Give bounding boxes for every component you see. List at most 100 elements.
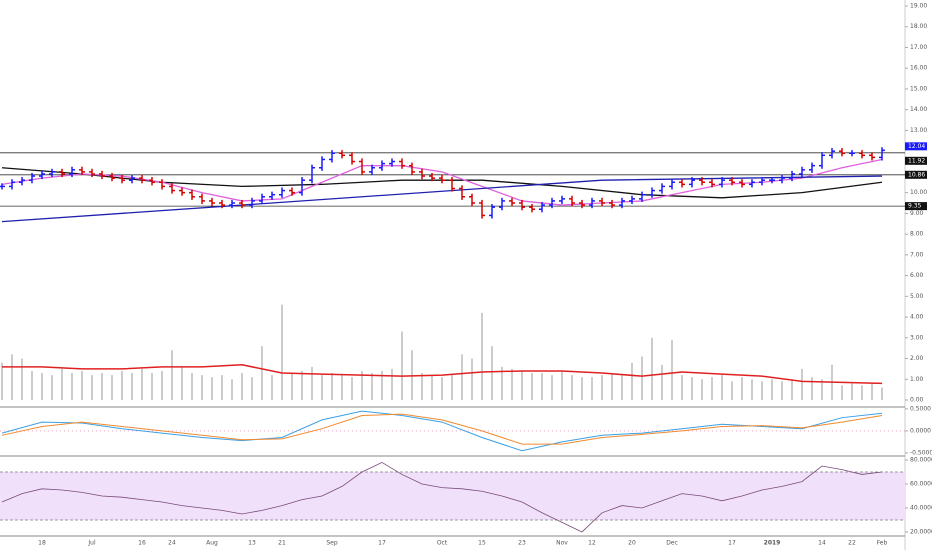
volume-bar bbox=[111, 375, 113, 400]
level-tag bbox=[905, 170, 927, 179]
volume-bar bbox=[181, 366, 183, 400]
volume-bar bbox=[691, 377, 693, 400]
x-tick-label: 17 bbox=[378, 540, 386, 547]
rsi-band bbox=[0, 472, 905, 520]
volume-bar bbox=[411, 350, 413, 400]
y-tick-label: 0.00 bbox=[910, 397, 924, 404]
volume-bar bbox=[281, 304, 283, 400]
volume-bar bbox=[71, 373, 73, 400]
volume-bar bbox=[451, 375, 453, 400]
x-tick-label: Jul bbox=[87, 540, 96, 547]
volume-bar bbox=[461, 354, 463, 400]
level-tag bbox=[905, 202, 927, 211]
volume-bar bbox=[711, 377, 713, 400]
volume-bar bbox=[541, 373, 543, 400]
rsi-line bbox=[1, 461, 883, 533]
x-tick-label: 21 bbox=[278, 540, 286, 547]
y-tick-label: 14.00 bbox=[910, 106, 927, 113]
volume-bar bbox=[501, 366, 503, 400]
level-label: 9.35 bbox=[908, 203, 922, 210]
volume-bar bbox=[321, 375, 323, 400]
volume-bar bbox=[211, 377, 213, 400]
last-price-tag bbox=[905, 142, 927, 151]
volume-bar bbox=[641, 356, 643, 400]
volume-bar bbox=[221, 375, 223, 400]
y-tick-label: -0.5000 bbox=[910, 449, 932, 456]
volume-bar bbox=[391, 368, 393, 400]
volume-bar bbox=[271, 375, 273, 400]
volume-bar bbox=[871, 383, 873, 400]
volume-bar bbox=[491, 346, 493, 400]
volume-bar bbox=[251, 377, 253, 400]
y-tick-label: 5.00 bbox=[910, 293, 924, 300]
level-tag bbox=[905, 156, 927, 165]
y-tick-label: 13.00 bbox=[910, 127, 927, 134]
volume-bar bbox=[51, 375, 53, 400]
volume-bar bbox=[11, 354, 13, 400]
volume-bar bbox=[361, 370, 363, 400]
volume-bar bbox=[861, 385, 863, 400]
volume-bar bbox=[791, 379, 793, 400]
volume-bar bbox=[401, 331, 403, 400]
x-tick-label: 13 bbox=[248, 540, 256, 547]
volume-bar bbox=[121, 370, 123, 400]
volume-bar bbox=[231, 379, 233, 400]
volume-bar bbox=[201, 375, 203, 400]
volume-bar bbox=[581, 377, 583, 400]
volume-bar bbox=[31, 370, 33, 400]
y-tick-label: 20.0000 bbox=[910, 528, 932, 535]
volume-bar bbox=[191, 373, 193, 400]
volume-bar bbox=[751, 379, 753, 400]
volume-bar bbox=[531, 373, 533, 400]
volume-bar bbox=[131, 373, 133, 400]
volume-bar bbox=[651, 337, 653, 400]
volume-bar bbox=[571, 375, 573, 400]
y-tick-label: 17.00 bbox=[910, 44, 927, 51]
volume-ma bbox=[2, 363, 883, 385]
volume-bar bbox=[551, 375, 553, 400]
volume-bar bbox=[611, 373, 613, 400]
x-tick-label: 15 bbox=[478, 540, 486, 547]
volume-bar bbox=[561, 370, 563, 400]
y-tick-label: 19.00 bbox=[910, 3, 927, 10]
x-tick-label: Nov bbox=[556, 540, 568, 547]
y-tick-label: 15.00 bbox=[910, 85, 927, 92]
volume-bar bbox=[761, 381, 763, 400]
volume-bar bbox=[741, 377, 743, 400]
volume-bar bbox=[841, 385, 843, 400]
volume-bar bbox=[351, 377, 353, 400]
volume-bar bbox=[781, 381, 783, 400]
volume-bar bbox=[621, 375, 623, 400]
volume-bar bbox=[81, 370, 83, 400]
y-tick-label: 2.00 bbox=[910, 355, 924, 362]
moving-average bbox=[1, 158, 883, 206]
level-label: 11.92 bbox=[908, 157, 925, 164]
volume-bar bbox=[291, 373, 293, 400]
x-tick-label: 2019 bbox=[764, 540, 781, 547]
y-tick-label: 7.00 bbox=[910, 251, 924, 258]
x-tick-label: Aug bbox=[206, 540, 218, 547]
volume-bar bbox=[771, 379, 773, 400]
volume-bar bbox=[141, 368, 143, 400]
x-tick-label: Sep bbox=[326, 540, 338, 547]
volume-bar bbox=[601, 375, 603, 400]
x-tick-label: 24 bbox=[168, 540, 176, 547]
x-tick-label: Dec bbox=[666, 540, 678, 547]
volume-bar bbox=[341, 375, 343, 400]
volume-bar bbox=[381, 370, 383, 400]
volume-bar bbox=[311, 366, 313, 400]
volume-bar bbox=[801, 368, 803, 400]
x-tick-label: 12 bbox=[588, 540, 596, 547]
volume-bar bbox=[661, 364, 663, 400]
volume-bar bbox=[731, 381, 733, 400]
volume-bar bbox=[431, 375, 433, 400]
y-tick-label: 10.00 bbox=[910, 189, 927, 196]
volume-bar bbox=[261, 346, 263, 400]
y-tick-label: 1.00 bbox=[910, 376, 924, 383]
volume-bar bbox=[371, 373, 373, 400]
macd-line bbox=[1, 413, 883, 445]
y-tick-label: 8.00 bbox=[910, 231, 924, 238]
volume-bar bbox=[441, 377, 443, 400]
